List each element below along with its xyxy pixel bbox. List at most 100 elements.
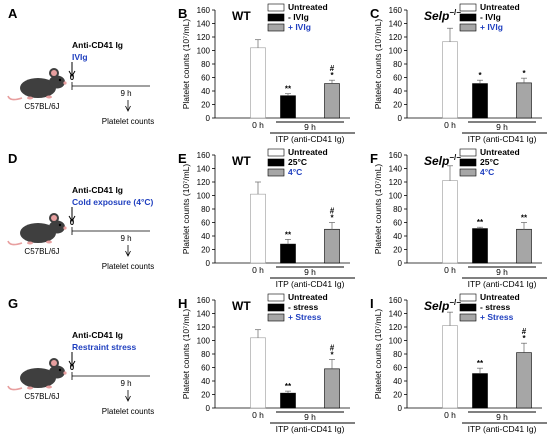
panel-letter: D [8,151,17,166]
y-axis-label: Platelet counts (10⁷/mL) [373,19,383,110]
chart-title: WT [232,299,251,313]
injection-arrowhead [68,360,76,367]
mouse-foot-back [27,241,33,245]
legend-label: 25°C [288,157,307,167]
readout-label: Platelet counts [102,117,154,126]
y-tick-label: 100 [197,337,211,346]
legend-label: + IVIg [288,22,311,32]
legend-swatch [267,168,285,177]
legend-swatch [459,3,477,12]
y-tick-label: 20 [393,391,402,400]
chart-panel-f: F Selp−/− 0 20 40 60 80 100 120 140 160 Platelet co… [370,147,547,289]
y-tick-label: 20 [201,391,210,400]
bar [442,325,458,409]
x-group-label: 9 h [496,122,508,132]
mouse-head [49,365,65,379]
legend-label: - IVIg [288,12,309,22]
bar [324,368,340,409]
chart-title: WT [232,9,251,23]
significance-mark: * [330,350,334,359]
legend-swatch [459,158,477,167]
legend-label: + Stress [480,312,514,322]
y-axis-label: Platelet counts (10⁷/mL) [181,164,191,255]
y-tick-label: 80 [201,60,210,69]
y-tick-label: 160 [389,151,403,160]
bar [280,243,296,264]
x-group-label: 0 h [252,410,264,420]
chart-panel-b: B WT 0 20 40 60 80 100 120 140 160 Platelet counts … [178,2,355,144]
legend-label: Untreated [480,2,520,12]
legend-swatch [267,158,285,167]
legend-label: 4°C [480,167,494,177]
y-tick-label: 100 [197,47,211,56]
significance-mark: ** [285,85,292,94]
bar [442,180,458,264]
y-tick-label: 60 [393,74,402,83]
panel-letter: E [178,151,187,166]
x-group-label: 9 h [304,267,316,277]
mouse-eye [58,78,62,82]
y-tick-label: 120 [197,323,211,332]
y-tick-label: 160 [197,296,211,305]
panel-letter: B [178,6,187,21]
protocol-modifier: Restraint stress [72,342,137,352]
legend-label: + IVIg [480,22,503,32]
mouse-ear-inner [51,70,57,76]
bar [280,95,296,119]
y-tick-label: 160 [389,296,403,305]
y-tick-label: 120 [389,33,403,42]
y-tick-label: 80 [393,205,402,214]
itp-label: ITP (anti-CD41 Ig) [276,134,345,144]
strain-label: C57BL/6J [24,102,59,111]
bar [324,83,340,119]
mouse-ear-inner [51,215,57,221]
y-tick-label: 0 [206,404,211,413]
y-axis-label: Platelet counts (10⁷/mL) [373,164,383,255]
protocol-modifier: Cold exposure (4°C) [72,197,153,207]
y-tick-label: 60 [201,74,210,83]
mouse-tail [7,385,23,391]
significance-mark: * [330,71,334,80]
legend-swatch [459,313,477,322]
y-tick-label: 40 [201,232,210,241]
y-tick-label: 20 [201,246,210,255]
mouse-foot-front [46,385,52,389]
significance-mark: ** [477,218,484,227]
protocol-modifier: IVIg [72,52,88,62]
bar [516,228,532,264]
significance-mark: ** [285,382,292,391]
y-tick-label: 40 [393,377,402,386]
itp-label: ITP (anti-CD41 Ig) [276,424,345,434]
significance-mark: * [478,71,482,80]
mouse-foot-back [27,96,33,100]
protocol-panel-d: D Anti-CD41 Ig Cold exposure (4°C) 0 9 h Plat… [7,151,154,271]
mouse-tail [7,240,23,246]
bar [442,41,458,119]
y-tick-label: 160 [197,151,211,160]
y-axis-label: Platelet counts (10⁷/mL) [181,309,191,400]
itp-label: ITP (anti-CD41 Ig) [468,134,537,144]
y-tick-label: 80 [201,350,210,359]
mouse-body [20,78,56,98]
x-group-label: 0 h [444,410,456,420]
timeline-end-label: 9 h [120,234,131,243]
panel-letter: G [8,296,18,311]
significance-mark: ** [521,214,528,223]
legend-label: - IVIg [480,12,501,22]
legend-swatch [459,148,477,157]
legend-label: Untreated [288,147,328,157]
legend-swatch [267,303,285,312]
y-tick-label: 80 [393,60,402,69]
x-group-label: 0 h [444,120,456,130]
mouse-icon [7,213,67,246]
legend-swatch [267,293,285,302]
timeline-end-label: 9 h [120,89,131,98]
chart-title: Selp−/− [424,8,461,23]
x-group-label: 9 h [496,412,508,422]
y-tick-label: 0 [206,114,211,123]
panel-letter: H [178,296,187,311]
itp-label: ITP (anti-CD41 Ig) [468,279,537,289]
y-tick-label: 60 [393,364,402,373]
significance-mark: # [330,207,335,216]
bar [472,228,488,264]
